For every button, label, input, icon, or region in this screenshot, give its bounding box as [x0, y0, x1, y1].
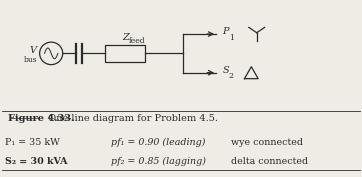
Text: 2: 2	[229, 72, 234, 80]
Text: Z: Z	[122, 33, 129, 42]
Text: wye connected: wye connected	[231, 138, 303, 147]
Text: pf₂ = 0.85 (lagging): pf₂ = 0.85 (lagging)	[111, 157, 206, 166]
Text: 1: 1	[229, 34, 234, 42]
Text: bus: bus	[24, 56, 38, 64]
Text: delta connected: delta connected	[231, 157, 309, 166]
Text: P₁ = 35 kW: P₁ = 35 kW	[5, 138, 60, 147]
Text: feed: feed	[129, 37, 146, 45]
Text: Figure 4.33.: Figure 4.33.	[8, 114, 74, 123]
Text: One-line diagram for Problem 4.5.: One-line diagram for Problem 4.5.	[42, 114, 218, 123]
Text: pf₁ = 0.90 (leading): pf₁ = 0.90 (leading)	[111, 138, 205, 147]
Text: S: S	[223, 66, 229, 75]
Text: V: V	[30, 46, 37, 55]
Bar	[105, 45, 145, 62]
Text: S₂ = 30 kVA: S₂ = 30 kVA	[5, 157, 68, 166]
Text: P: P	[223, 27, 229, 36]
